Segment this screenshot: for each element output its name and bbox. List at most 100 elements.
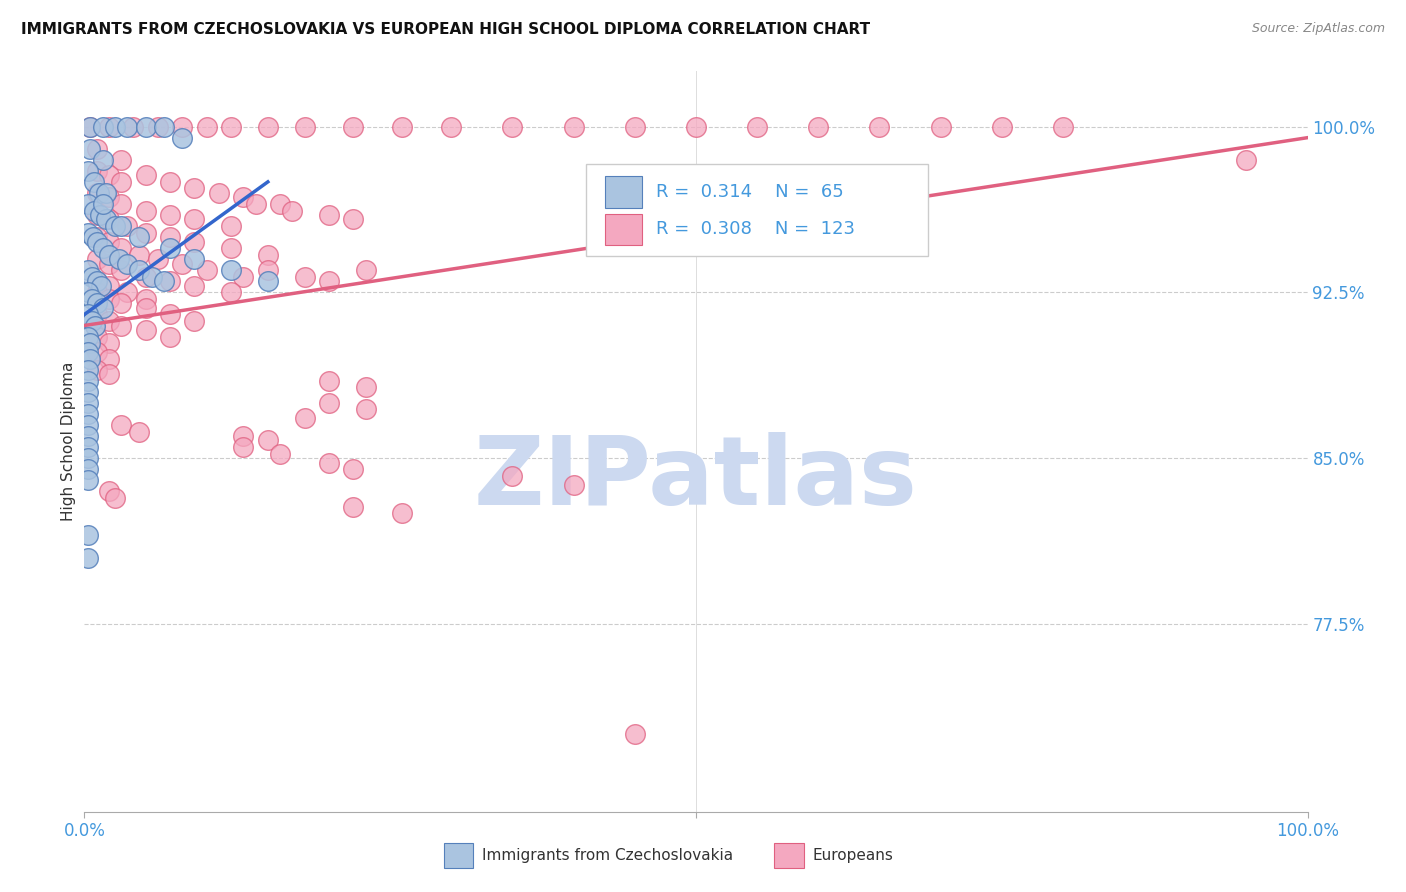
Point <box>342 120 364 134</box>
Point <box>86 235 108 249</box>
Point <box>135 301 157 315</box>
Point <box>391 507 413 521</box>
Point <box>79 120 101 134</box>
Point <box>141 269 163 284</box>
Point <box>77 440 100 454</box>
FancyBboxPatch shape <box>586 164 928 257</box>
Point <box>146 120 169 134</box>
Point <box>86 345 108 359</box>
Point <box>183 252 205 267</box>
Point <box>96 186 118 200</box>
Point <box>991 120 1014 134</box>
Point <box>219 120 242 134</box>
Point <box>77 329 100 343</box>
Point <box>208 186 231 200</box>
Point <box>91 120 114 134</box>
Point <box>929 120 952 134</box>
Point <box>97 248 120 262</box>
Point <box>685 120 707 134</box>
Point <box>87 186 110 200</box>
Point <box>86 296 108 310</box>
Point <box>128 263 150 277</box>
Point <box>219 219 242 233</box>
Point <box>77 417 100 432</box>
Point <box>104 219 127 233</box>
Point <box>86 208 108 222</box>
Point <box>747 120 769 134</box>
Point <box>153 120 176 134</box>
Point <box>77 451 100 466</box>
Y-axis label: High School Diploma: High School Diploma <box>60 362 76 521</box>
Point <box>135 323 157 337</box>
Point <box>232 429 254 443</box>
Point <box>79 351 101 366</box>
Point <box>342 462 364 476</box>
Point <box>115 285 138 300</box>
Point <box>342 500 364 514</box>
Point <box>82 230 104 244</box>
Point <box>97 120 120 134</box>
Point <box>91 301 114 315</box>
Point <box>110 153 132 167</box>
Point <box>294 411 316 425</box>
Point <box>77 197 100 211</box>
Point <box>135 168 157 182</box>
Point <box>110 263 132 277</box>
Point <box>219 285 242 300</box>
Point <box>440 120 463 134</box>
Point <box>135 120 157 134</box>
Point <box>77 362 100 376</box>
Point <box>77 226 100 240</box>
Point <box>318 396 340 410</box>
FancyBboxPatch shape <box>775 843 804 868</box>
Point <box>159 208 181 222</box>
Point <box>86 142 108 156</box>
Point <box>354 263 377 277</box>
Point <box>257 274 280 288</box>
Point <box>110 417 132 432</box>
Point <box>502 120 524 134</box>
Point <box>257 120 280 134</box>
Point <box>624 727 647 741</box>
Point <box>97 235 120 249</box>
Point <box>183 212 205 227</box>
Point <box>159 329 181 343</box>
Point <box>86 252 108 267</box>
Point <box>159 308 181 322</box>
Point <box>80 314 103 328</box>
Point <box>77 528 100 542</box>
Point <box>77 462 100 476</box>
Point <box>219 263 242 277</box>
Point <box>97 351 120 366</box>
Point <box>84 318 107 333</box>
Point <box>128 425 150 439</box>
Point <box>257 434 280 448</box>
Point <box>86 362 108 376</box>
Point <box>159 230 181 244</box>
Point <box>77 407 100 421</box>
Point <box>183 278 205 293</box>
Point <box>172 120 194 134</box>
Point <box>232 440 254 454</box>
Point <box>110 175 132 189</box>
Point <box>219 241 242 255</box>
Text: Source: ZipAtlas.com: Source: ZipAtlas.com <box>1251 22 1385 36</box>
Point <box>77 473 100 487</box>
Point <box>97 314 120 328</box>
Point <box>86 230 108 244</box>
Point <box>86 274 108 288</box>
Point <box>80 269 103 284</box>
Point <box>77 384 100 399</box>
Point <box>122 120 145 134</box>
Point <box>391 120 413 134</box>
Point <box>159 241 181 255</box>
Point <box>86 285 108 300</box>
Point <box>77 374 100 388</box>
Point <box>86 274 108 288</box>
Point <box>128 230 150 244</box>
Point <box>115 257 138 271</box>
Point <box>97 168 120 182</box>
Point <box>77 308 100 322</box>
Point <box>110 197 132 211</box>
Point <box>183 314 205 328</box>
